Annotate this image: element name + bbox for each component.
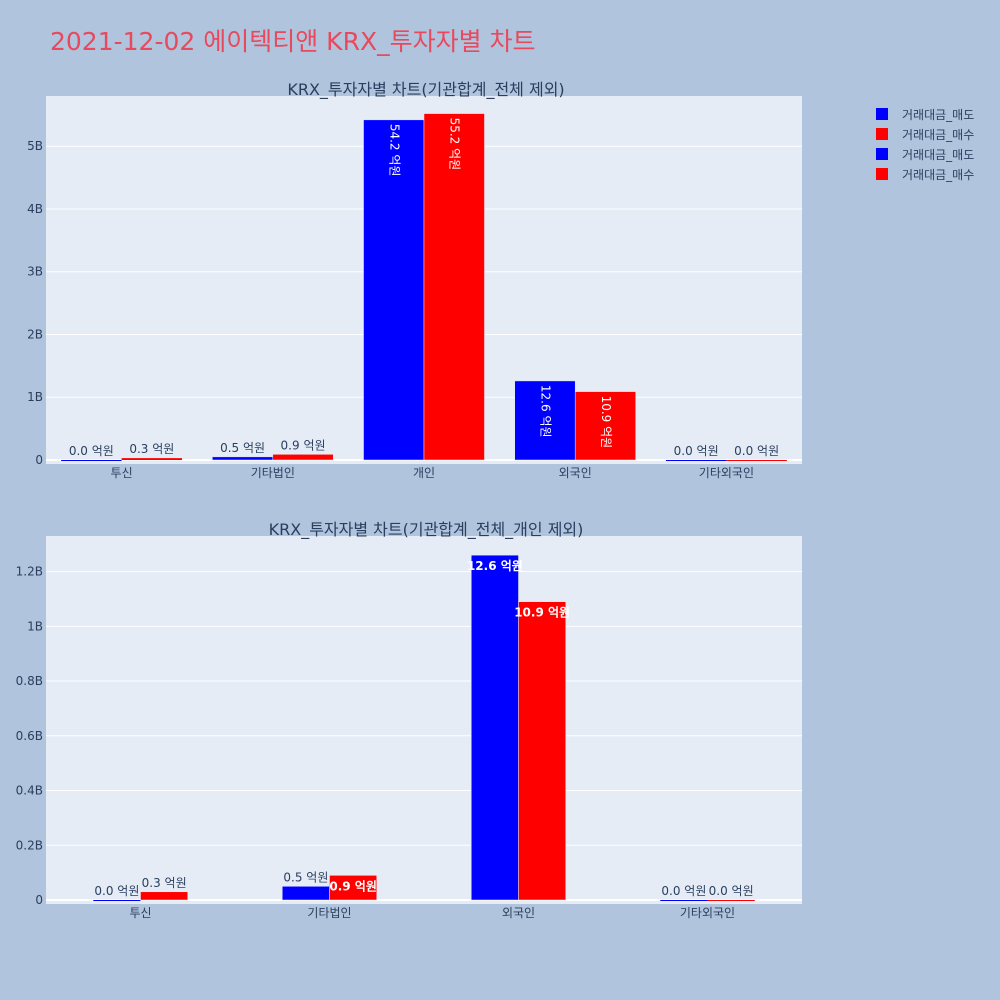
legend-swatch[interactable] xyxy=(876,108,888,120)
bar xyxy=(329,875,377,901)
bar xyxy=(514,380,576,461)
bar xyxy=(471,554,519,901)
bar xyxy=(272,454,334,461)
data-label: 0.9 억원 xyxy=(329,879,377,893)
data-label: 0.0 억원 xyxy=(94,884,139,898)
data-label: 12.6 억원 xyxy=(467,559,523,573)
data-label: 0.3 억원 xyxy=(142,876,187,890)
chart-1: 0 1B 2B 3B 4B 5B KRX_투자자별 차트(기관합계_전체 제외) 투신 0.0 … xyxy=(27,80,802,480)
legend-label[interactable]: 거래대금_매수 xyxy=(902,168,974,182)
y-tick-label: 0 xyxy=(35,893,43,907)
legend-label[interactable]: 거래대금_매도 xyxy=(902,108,974,122)
y-tick-label: 0.6B xyxy=(16,729,43,743)
chart-2: 0 0.2B 0.4B 0.6B 0.8B 1B 1.2B KRX_투자자별 차트(기관합계_… xyxy=(16,520,802,920)
x-tick-label: 기타법인 xyxy=(307,906,351,920)
bar xyxy=(574,391,636,461)
legend-swatch[interactable] xyxy=(876,148,888,160)
y-tick-label: 1.2B xyxy=(16,565,43,579)
bar xyxy=(212,456,274,461)
y-tick-label: 1B xyxy=(27,390,43,404)
data-label: 0.3 억원 xyxy=(129,442,174,456)
y-tick-label: 0.8B xyxy=(16,674,43,688)
bar xyxy=(61,460,122,461)
data-label: 0.0 억원 xyxy=(661,884,706,898)
data-label: 0.0 억원 xyxy=(674,444,719,458)
y-tick-label: 4B xyxy=(27,202,43,216)
x-tick-label: 외국인 xyxy=(502,906,535,920)
y-tick-label: 1B xyxy=(27,619,43,633)
data-label: 10.9 억원 xyxy=(599,396,613,449)
y-tick-label: 2B xyxy=(27,327,43,341)
data-label: 0.5 억원 xyxy=(283,870,328,884)
y-tick-label: 3B xyxy=(27,265,43,279)
y-tick-label: 0 xyxy=(35,453,43,467)
bar xyxy=(140,891,188,901)
x-tick-label: 투신 xyxy=(111,466,133,480)
data-label: 10.9 억원 xyxy=(514,606,570,620)
data-label: 0.9 억원 xyxy=(281,438,326,452)
y-tick-label: 0.4B xyxy=(16,784,43,798)
x-tick-label: 기타법인 xyxy=(251,466,295,480)
x-tick-label: 투신 xyxy=(129,906,151,920)
data-label: 0.0 억원 xyxy=(709,884,754,898)
plot-area xyxy=(46,536,802,904)
bar xyxy=(121,458,183,460)
y-tick-label: 5B xyxy=(27,139,43,153)
x-tick-label: 기타외국인 xyxy=(680,906,735,920)
data-label: 55.2 억원 xyxy=(448,118,462,171)
data-label: 54.2 억원 xyxy=(387,124,401,177)
data-label: 12.6 억원 xyxy=(538,385,552,438)
x-tick-label: 외국인 xyxy=(559,466,592,480)
bar xyxy=(665,460,727,461)
page-title: 2021-12-02 에이텍티앤 KRX_투자자별 차트 xyxy=(50,27,536,56)
bar xyxy=(707,900,755,901)
x-tick-label: 기타외국인 xyxy=(699,466,754,480)
bar xyxy=(726,460,787,461)
legend-label[interactable]: 거래대금_매수 xyxy=(902,128,974,142)
bar xyxy=(518,601,566,901)
legend-swatch[interactable] xyxy=(876,128,888,140)
y-tick-label: 0.2B xyxy=(16,838,43,852)
chart-title: KRX_투자자별 차트(기관합계_전체 제외) xyxy=(287,80,564,100)
legend-swatch[interactable] xyxy=(876,168,888,180)
data-label: 0.0 억원 xyxy=(734,444,779,458)
bar xyxy=(660,900,708,901)
bar xyxy=(423,113,485,461)
data-label: 0.5 억원 xyxy=(220,441,265,455)
legend-label[interactable]: 거래대금_매도 xyxy=(902,148,974,162)
bar xyxy=(93,900,141,901)
data-label: 0.0 억원 xyxy=(69,444,114,458)
bar xyxy=(282,886,330,901)
chart-title: KRX_투자자별 차트(기관합계_전체_개인 제외) xyxy=(269,520,584,540)
x-tick-label: 개인 xyxy=(413,466,435,480)
bar xyxy=(363,119,425,461)
